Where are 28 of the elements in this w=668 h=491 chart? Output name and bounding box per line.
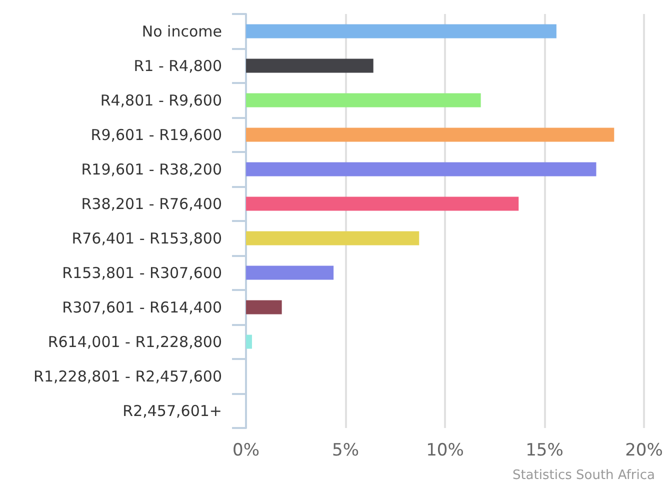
y-tick-label: R614,001 - R1,228,800 (48, 332, 222, 351)
y-tick-label: R38,201 - R76,400 (81, 194, 222, 213)
bar (246, 162, 596, 176)
bar (246, 58, 374, 73)
y-tick-label: R153,801 - R307,600 (62, 264, 222, 282)
x-tick-label: 10% (426, 440, 464, 460)
bar (246, 196, 519, 211)
x-tick-label: 5% (332, 440, 359, 460)
y-tick-label: R1 - R4,800 (134, 56, 222, 75)
x-tick-label: 0% (232, 440, 260, 460)
y-tick-label: R4,801 - R9,600 (100, 91, 222, 110)
bar (246, 93, 481, 108)
y-tick-label: R307,601 - R614,400 (62, 298, 222, 316)
x-tick-label: 20% (625, 440, 663, 460)
x-tick-label: 15% (526, 440, 564, 460)
bar (246, 128, 614, 142)
bar (246, 300, 282, 314)
bar (246, 24, 556, 38)
y-tick-label: No income (142, 22, 222, 40)
bar (246, 334, 252, 349)
y-tick-label: R76,401 - R153,800 (72, 229, 222, 248)
y-tick-label: R19,601 - R38,200 (81, 160, 222, 178)
y-tick-label: R2,457,601+ (122, 402, 222, 420)
text: Statistics South Africa (512, 468, 656, 483)
y-tick-label: R9,601 - R19,600 (90, 126, 222, 144)
bar (246, 231, 420, 246)
y-tick-label: R1,228,801 - R2,457,600 (34, 367, 222, 386)
bar (246, 266, 334, 280)
